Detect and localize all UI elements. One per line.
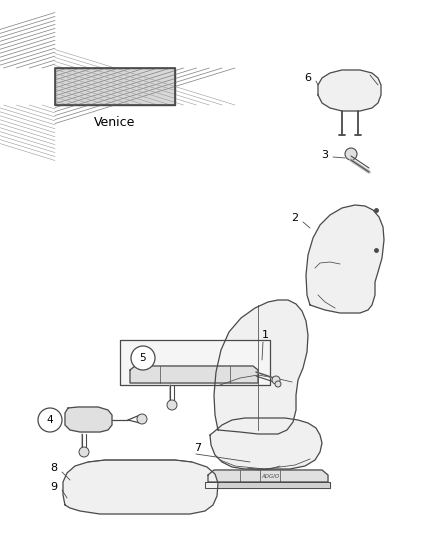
Polygon shape xyxy=(120,340,270,385)
Polygon shape xyxy=(210,418,322,469)
Circle shape xyxy=(167,400,177,410)
Bar xyxy=(55,68,175,105)
Polygon shape xyxy=(63,460,218,514)
Text: 4: 4 xyxy=(47,415,53,425)
Text: 2: 2 xyxy=(291,213,299,223)
Text: 8: 8 xyxy=(50,463,57,473)
Polygon shape xyxy=(306,205,384,313)
Circle shape xyxy=(131,346,155,370)
Text: 6: 6 xyxy=(304,73,311,83)
Circle shape xyxy=(38,408,62,432)
Text: Venice: Venice xyxy=(94,116,136,128)
Circle shape xyxy=(79,447,89,457)
Bar xyxy=(55,68,175,105)
Text: 1: 1 xyxy=(261,330,268,340)
Circle shape xyxy=(275,381,281,387)
Circle shape xyxy=(345,148,357,160)
Text: 3: 3 xyxy=(321,150,328,160)
Polygon shape xyxy=(214,300,308,434)
Polygon shape xyxy=(65,407,112,432)
Polygon shape xyxy=(205,482,330,488)
Circle shape xyxy=(272,376,280,384)
Polygon shape xyxy=(130,366,258,383)
Polygon shape xyxy=(208,470,328,482)
Text: ADGIO: ADGIO xyxy=(261,474,279,479)
Polygon shape xyxy=(318,70,381,111)
Circle shape xyxy=(137,414,147,424)
Text: 5: 5 xyxy=(140,353,146,363)
Text: 9: 9 xyxy=(50,482,57,492)
Text: 7: 7 xyxy=(194,443,201,453)
